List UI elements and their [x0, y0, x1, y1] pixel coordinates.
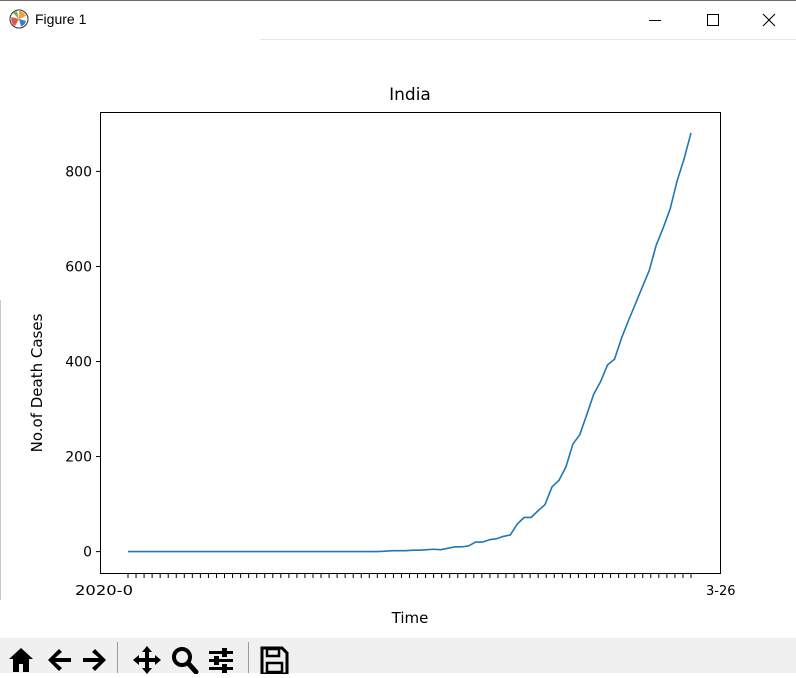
home-icon: [9, 648, 33, 672]
back-arrow-icon: [48, 649, 71, 671]
minimize-icon: [649, 20, 661, 21]
window-title: Figure 1: [35, 11, 87, 27]
window-left-edge: [0, 300, 1, 600]
configure-subplots-button[interactable]: [206, 644, 236, 674]
pan-button[interactable]: [132, 644, 162, 674]
titlebar-divider: [260, 39, 796, 40]
x-tick-label-overlap: 3-26: [706, 584, 736, 599]
save-button[interactable]: [259, 644, 289, 676]
x-tick-labels: 2020-0 3-26: [75, 584, 736, 599]
y-tick-label: 600: [65, 259, 92, 275]
toolbar-separator: [248, 642, 249, 673]
y-tick-label: 0: [83, 545, 92, 561]
series-line: [128, 132, 692, 553]
save-floppy-icon: [260, 646, 289, 676]
maximize-button[interactable]: [684, 0, 742, 40]
chart-title: India: [389, 85, 431, 105]
back-button[interactable]: [44, 644, 74, 674]
window-titlebar: Figure 1: [0, 0, 796, 40]
y-tick-label: 800: [65, 164, 92, 180]
x-axis-label: Time: [391, 609, 429, 627]
home-button[interactable]: [6, 644, 36, 674]
y-tick-label: 200: [65, 450, 92, 466]
y-tick-label: 400: [65, 355, 92, 371]
x-tick-label-overlap: 2020-0: [75, 584, 133, 599]
close-icon: [762, 13, 776, 27]
forward-arrow-icon: [83, 649, 106, 671]
figure-canvas[interactable]: 0 200 400 600 800 India Time No.of Death Cas…: [0, 40, 796, 638]
close-button[interactable]: [740, 0, 796, 40]
forward-button[interactable]: [80, 644, 110, 674]
minimize-button[interactable]: [626, 0, 684, 40]
matplotlib-icon: [9, 9, 29, 29]
zoom-button[interactable]: [170, 644, 200, 675]
line-chart: 0 200 400 600 800 India Time No.of Death Cas…: [28, 85, 736, 627]
configure-subplots-icon: [209, 648, 233, 673]
navigation-toolbar: [0, 638, 796, 676]
zoom-magnifier-icon: [172, 647, 199, 675]
y-axis-ticks: 0 200 400 600 800: [65, 164, 100, 561]
maximize-icon: [707, 14, 719, 26]
pan-move-icon: [133, 646, 161, 674]
toolbar-separator: [117, 642, 118, 673]
window-top-border: [0, 0, 796, 1]
plot-frame: [100, 112, 721, 574]
y-axis-label: No.of Death Cases: [28, 313, 46, 452]
